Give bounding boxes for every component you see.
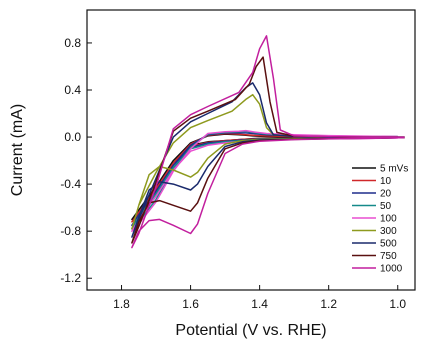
series-line-1000 — [131, 35, 405, 249]
x-tick-label: 1.4 — [251, 297, 268, 311]
x-tick-label: 1.6 — [182, 297, 199, 311]
series-line-500 — [131, 82, 405, 238]
legend-label: 1000 — [380, 264, 403, 275]
series-line-750 — [131, 56, 405, 244]
y-tick-label: -1.2 — [60, 271, 81, 285]
x-tick-label: 1.2 — [320, 297, 337, 311]
legend-label: 10 — [380, 176, 392, 187]
series-line-300 — [131, 93, 405, 230]
x-axis-title: Potential (V vs. RHE) — [175, 322, 326, 339]
x-tick-label: 1.0 — [389, 297, 406, 311]
legend-label: 50 — [380, 201, 392, 212]
y-tick-label: -0.4 — [60, 177, 81, 191]
y-tick-label: 0.0 — [64, 130, 81, 144]
legend-label: 750 — [380, 251, 397, 262]
y-axis-ticks: 0.8 0.4 0.0 -0.4 -0.8 -1.2 — [60, 36, 92, 285]
x-axis-ticks: 1.8 1.6 1.4 1.2 1.0 — [113, 285, 406, 311]
y-tick-label: 0.4 — [64, 83, 81, 97]
y-tick-label: 0.8 — [64, 36, 81, 50]
plot-frame — [86, 9, 416, 291]
x-tick-label: 1.8 — [113, 297, 130, 311]
legend-label: 300 — [380, 226, 397, 237]
y-tick-label: -0.8 — [60, 224, 81, 238]
legend-label: 20 — [380, 189, 392, 200]
legend-label: 100 — [380, 214, 397, 225]
legend-label: 5 mVs — [380, 164, 408, 175]
y-axis-title: Current (mA) — [9, 104, 26, 196]
legend-label: 500 — [380, 239, 397, 250]
series-lines — [131, 35, 405, 249]
